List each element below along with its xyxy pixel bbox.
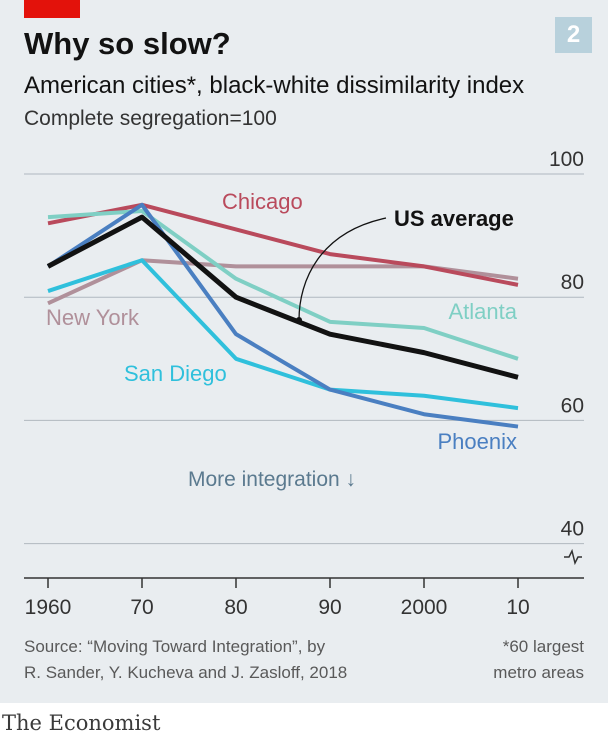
x-axis xyxy=(24,577,584,588)
brand-red-tab xyxy=(24,0,80,18)
series-label-phoenix: Phoenix xyxy=(437,429,517,454)
x-tick-label-2010: 10 xyxy=(506,596,529,619)
series-lines xyxy=(46,202,519,429)
footnote-line-1: *60 largest xyxy=(502,637,584,656)
x-tick-label-1990: 90 xyxy=(318,596,341,619)
x-tick-label-1970: 70 xyxy=(130,596,153,619)
y-tick-label-80: 80 xyxy=(561,271,584,294)
footnote-line-2: metro areas xyxy=(493,663,584,682)
chart-subtitle: American cities*, black-white dissimilar… xyxy=(24,72,525,99)
x-tick-label-1980: 80 xyxy=(224,596,247,619)
us-average-leader-dot xyxy=(296,317,302,323)
axis-break-icon xyxy=(564,548,582,566)
y-tick-label-40: 40 xyxy=(561,518,584,541)
series-label-chicago: Chicago xyxy=(222,189,303,214)
line-chart: 40 60 80 100 New York Chicago Atlanta San Dieg… xyxy=(24,148,584,619)
source-line-2: R. Sander, Y. Kucheva and J. Zasloff, 20… xyxy=(24,663,348,682)
footnote: *60 largest metro areas xyxy=(493,634,584,686)
us-average-callout xyxy=(296,217,387,323)
series-label-san-diego: San Diego xyxy=(124,361,227,386)
series-line-phoenix xyxy=(46,202,519,429)
source-note: Source: “Moving Toward Integration”, by … xyxy=(24,634,347,686)
x-tick-labels: 1960 70 80 90 2000 10 xyxy=(25,596,530,619)
y-tick-label-60: 60 xyxy=(561,394,584,417)
source-line-1: Source: “Moving Toward Integration”, by xyxy=(24,637,326,656)
series-label-new-york: New York xyxy=(46,305,140,330)
footer-bar: The Economist xyxy=(0,703,608,739)
y-tick-label-100: 100 xyxy=(549,148,584,171)
y-tick-labels: 40 60 80 100 xyxy=(549,148,584,541)
series-label-us-average: US average xyxy=(394,206,514,231)
chart-scale-note: Complete segregation=100 xyxy=(24,107,277,130)
more-integration-annotation: More integration ↓ xyxy=(188,468,356,491)
series-line-atlanta xyxy=(47,208,519,361)
series-line-us-average xyxy=(46,214,519,380)
gridlines xyxy=(24,173,584,566)
economist-logo: The Economist xyxy=(2,711,161,735)
series-labels: New York Chicago Atlanta San Diego Phoenix US… xyxy=(46,189,518,454)
x-tick-label-1960: 1960 xyxy=(25,596,72,619)
chart-title: Why so slow? xyxy=(24,26,231,61)
series-line-san-diego xyxy=(47,258,519,411)
series-label-atlanta: Atlanta xyxy=(449,299,518,324)
chart-number-badge: 2 xyxy=(555,17,592,53)
series-line-chicago xyxy=(47,202,519,287)
us-average-leader-line xyxy=(298,217,387,321)
x-tick-label-2000: 2000 xyxy=(401,596,448,619)
